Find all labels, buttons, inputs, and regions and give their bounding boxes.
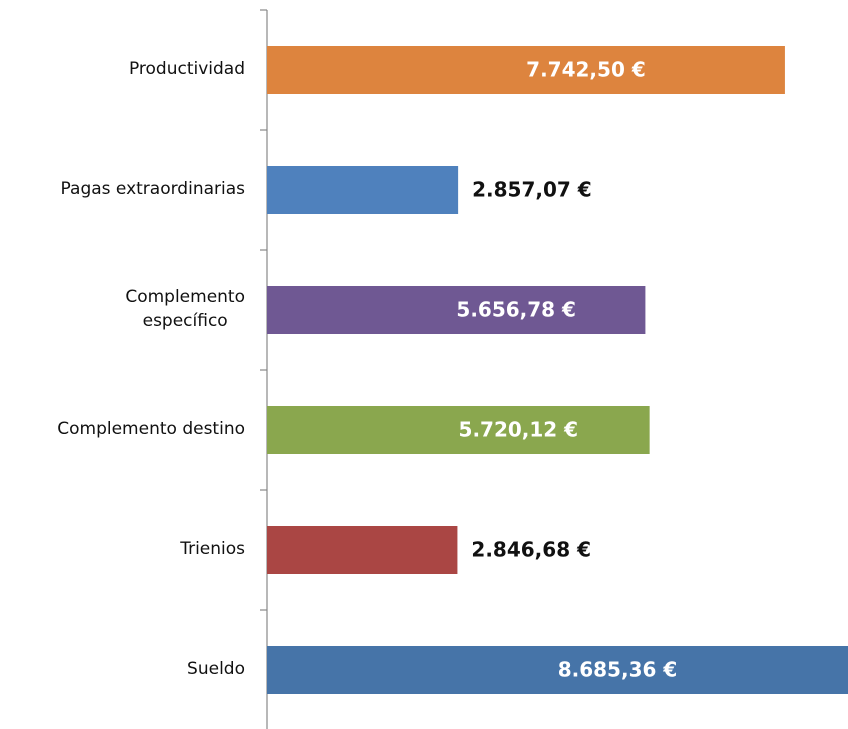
category-text: Complemento destino	[57, 419, 245, 440]
bar	[267, 406, 650, 454]
bar	[267, 46, 785, 94]
category-text: Complemento específico	[125, 287, 245, 331]
category-label: Trienios	[180, 538, 245, 562]
data-label: 5.656,78 €	[456, 298, 576, 322]
category-label: Sueldo	[187, 658, 245, 682]
category-label: Complemento destino	[57, 418, 245, 442]
bar	[267, 526, 458, 574]
category-label: Pagas extraordinarias	[61, 178, 245, 202]
bar	[267, 646, 848, 694]
data-label: 2.846,68 €	[471, 538, 591, 562]
category-text: Trienios	[180, 539, 245, 560]
data-label: 8.685,36 €	[558, 658, 678, 682]
category-text: Productividad	[128, 59, 245, 80]
category-label: Productividad	[129, 58, 245, 82]
bar	[267, 166, 459, 214]
data-label: 7.742,50 €	[526, 58, 646, 82]
category-label: Complemento específico	[125, 286, 245, 334]
category-text: Sueldo	[187, 659, 245, 680]
data-label: 5.720,12 €	[459, 418, 579, 442]
data-label: 2.857,07 €	[472, 178, 592, 202]
bar	[267, 286, 646, 334]
category-text: Pagas extraordinarias	[60, 179, 245, 200]
